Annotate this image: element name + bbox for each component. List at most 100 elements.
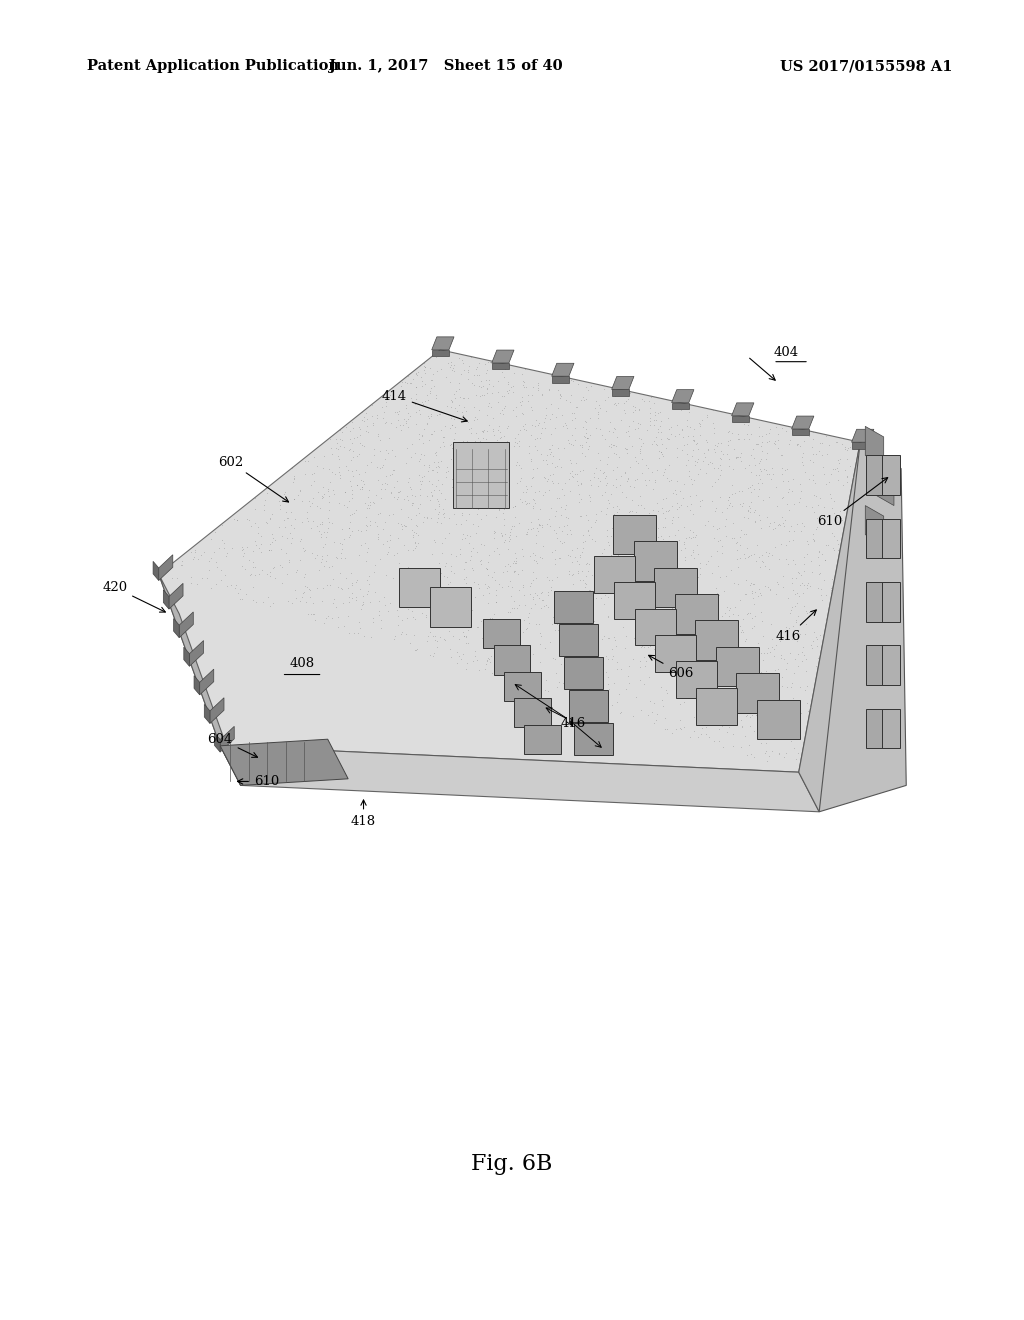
Point [802, 576, 818, 597]
Point [241, 510, 257, 531]
Point [283, 532, 299, 553]
Point [364, 407, 380, 428]
Point [584, 528, 600, 549]
Point [744, 607, 761, 628]
Point [686, 593, 702, 614]
Point [386, 628, 402, 649]
Point [581, 614, 597, 635]
Point [307, 548, 324, 569]
Point [512, 610, 528, 631]
Point [709, 578, 725, 599]
Point [714, 543, 730, 564]
Point [710, 540, 726, 561]
Point [343, 449, 359, 470]
Point [535, 536, 551, 557]
Point [697, 446, 714, 467]
Point [370, 426, 386, 447]
Point [480, 582, 497, 603]
Point [774, 507, 791, 528]
Point [696, 515, 713, 536]
Point [430, 457, 446, 478]
Point [219, 543, 236, 564]
Point [571, 506, 588, 527]
Point [592, 459, 608, 480]
Point [493, 619, 509, 640]
Polygon shape [614, 582, 655, 619]
Point [563, 451, 580, 473]
Point [600, 447, 616, 469]
Point [758, 721, 774, 742]
Point [609, 426, 626, 447]
Polygon shape [672, 389, 694, 403]
Point [591, 664, 607, 685]
Point [408, 388, 424, 409]
Polygon shape [220, 739, 348, 785]
Point [341, 517, 357, 539]
Point [825, 491, 842, 512]
Point [549, 455, 565, 477]
Point [430, 507, 446, 528]
Point [501, 618, 517, 639]
Point [564, 403, 581, 424]
Point [341, 470, 357, 491]
Point [518, 651, 535, 672]
Point [653, 411, 670, 432]
Point [330, 438, 346, 459]
Point [279, 508, 295, 529]
Point [718, 565, 734, 586]
Point [801, 602, 817, 623]
Point [588, 391, 604, 412]
Point [521, 492, 538, 513]
Point [674, 420, 690, 441]
Point [653, 498, 670, 519]
Point [652, 401, 669, 422]
Point [382, 384, 398, 405]
Point [758, 459, 774, 480]
Point [430, 469, 446, 490]
Point [569, 619, 586, 640]
Point [449, 601, 465, 622]
Point [402, 508, 419, 529]
Point [318, 574, 335, 595]
Point [808, 656, 824, 677]
Point [441, 356, 458, 378]
Point [236, 543, 252, 564]
Point [471, 660, 487, 681]
Point [398, 437, 415, 458]
Point [811, 540, 827, 561]
Point [742, 743, 759, 764]
Point [438, 462, 455, 483]
Point [696, 442, 713, 463]
Point [827, 432, 844, 453]
Point [487, 591, 504, 612]
Point [681, 638, 697, 659]
Point [422, 583, 438, 605]
Point [435, 432, 452, 453]
Point [650, 500, 667, 521]
Point [333, 577, 349, 598]
Point [553, 653, 569, 675]
Point [367, 581, 383, 602]
Point [522, 661, 539, 682]
Point [425, 645, 441, 667]
Point [590, 401, 606, 422]
Point [314, 536, 331, 557]
Polygon shape [189, 640, 204, 667]
Point [762, 579, 778, 601]
Point [439, 352, 456, 374]
Point [612, 409, 629, 430]
Point [771, 744, 787, 766]
Point [324, 513, 340, 535]
Point [465, 487, 481, 508]
Point [641, 503, 657, 524]
Point [455, 523, 471, 544]
Point [602, 525, 618, 546]
Point [524, 586, 541, 607]
Point [555, 623, 571, 644]
Point [532, 582, 549, 603]
Point [663, 469, 679, 490]
Point [225, 508, 242, 529]
Point [400, 403, 417, 424]
Point [266, 529, 283, 550]
Point [467, 523, 483, 544]
